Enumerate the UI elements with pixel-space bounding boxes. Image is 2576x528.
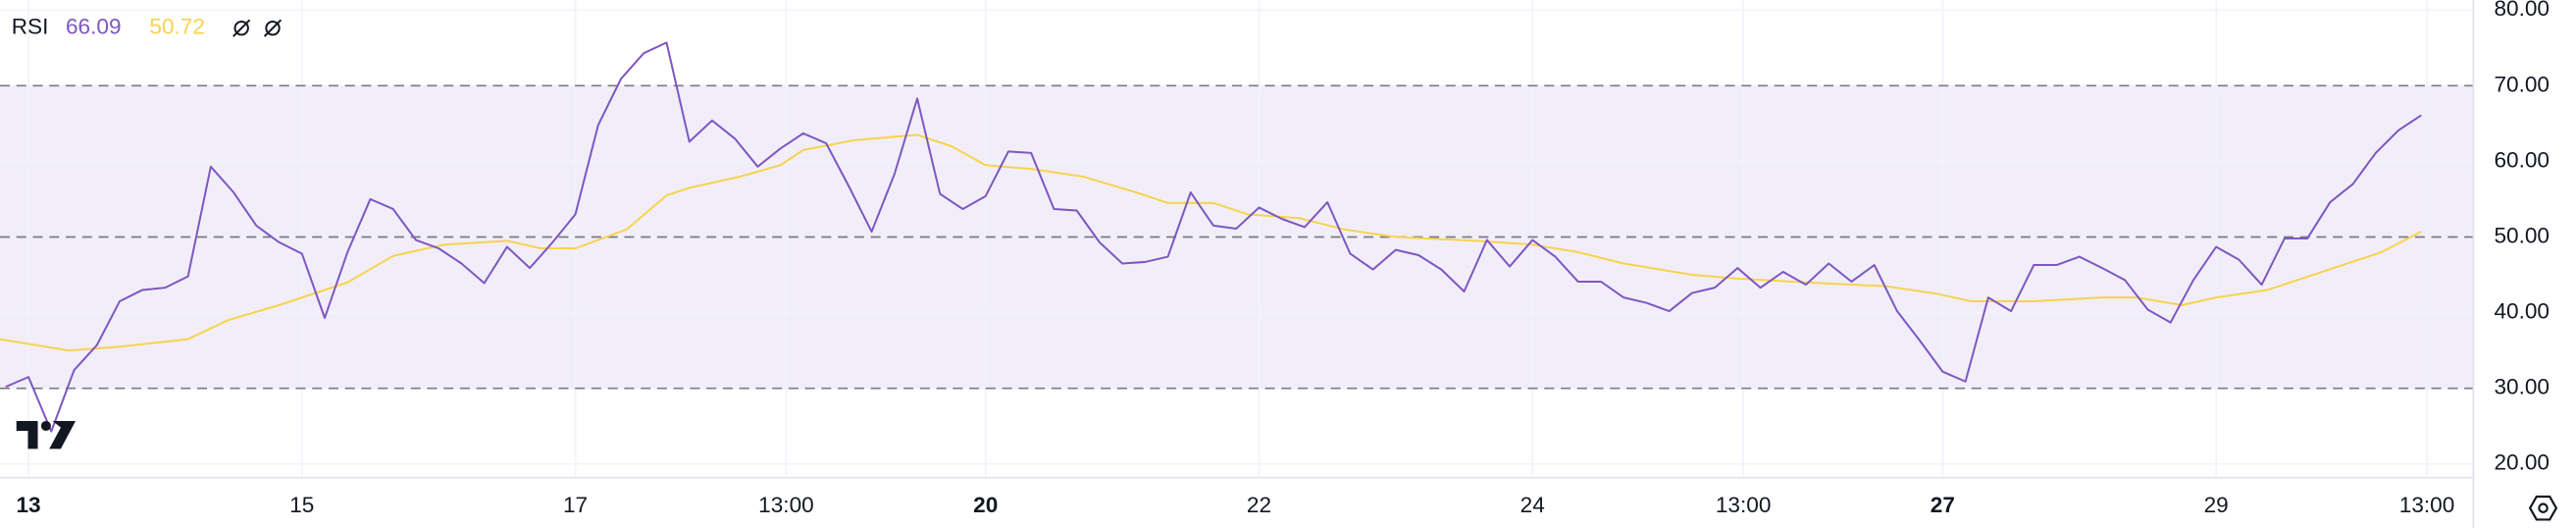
x-tick-label: 27 <box>1931 493 1955 517</box>
x-tick-label: 24 <box>1520 493 1545 517</box>
y-tick-label: 20.00 <box>2494 450 2550 475</box>
series-line <box>5 41 2422 433</box>
x-tick-label: 17 <box>563 493 588 517</box>
settings-icon[interactable] <box>2528 495 2558 521</box>
x-tick-label: 13:00 <box>758 493 814 517</box>
y-tick-label: 80.00 <box>2494 0 2550 21</box>
ma-current: 50.72 <box>149 15 205 39</box>
y-tick-label: 60.00 <box>2494 147 2550 172</box>
rsi-current: 66.09 <box>66 15 122 39</box>
x-tick-label: 13 <box>16 493 40 517</box>
x-tick-label: 15 <box>289 493 314 517</box>
y-tick-label: 30.00 <box>2494 375 2550 399</box>
x-tick-label: 13:00 <box>1716 493 1772 517</box>
hidden-icon[interactable] <box>263 19 283 37</box>
x-tick-label: 13:00 <box>2399 493 2455 517</box>
labels: RSI 66.09 50.72 80.00 70.00 60.00 50.00 40.0… <box>12 0 2550 517</box>
x-tick-label: 29 <box>2204 493 2229 517</box>
x-tick-label: 20 <box>973 493 998 517</box>
tradingview-logo[interactable] <box>16 420 77 449</box>
indicator-title: RSI <box>12 15 49 39</box>
x-tick-label: 22 <box>1247 493 1271 517</box>
background <box>0 0 2475 528</box>
y-tick-label: 50.00 <box>2494 223 2550 247</box>
series-line <box>0 133 2422 352</box>
plot <box>0 41 2473 433</box>
y-tick-label: 70.00 <box>2494 72 2550 96</box>
hidden-icon[interactable] <box>232 19 251 37</box>
y-tick-label: 40.00 <box>2494 299 2550 324</box>
